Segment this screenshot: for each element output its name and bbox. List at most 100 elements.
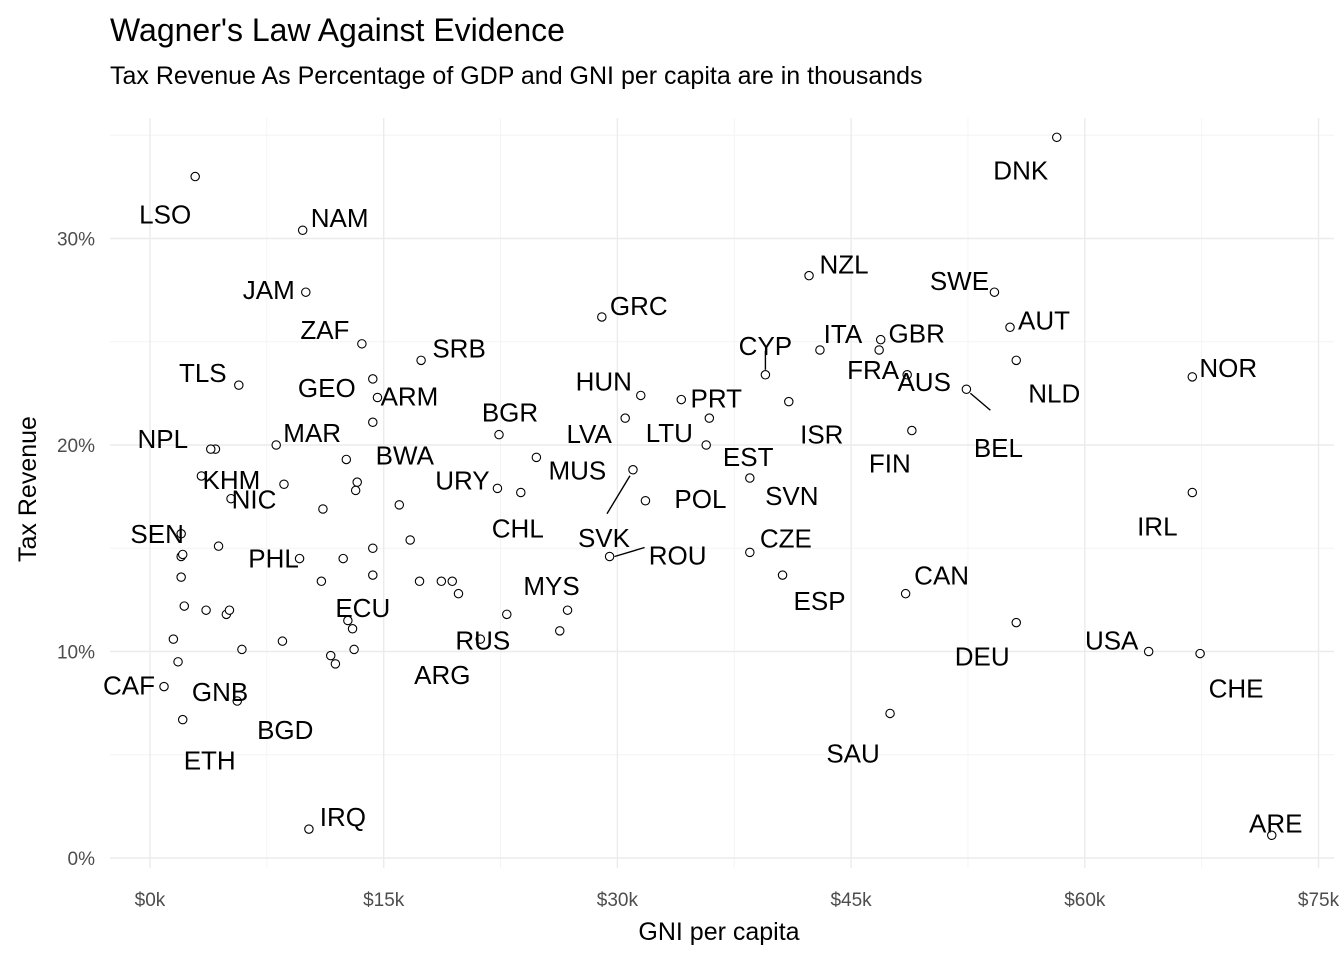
data-point-deu (1011, 617, 1021, 628)
point-label-svn: SVN (765, 481, 818, 511)
data-point (368, 543, 378, 553)
label-leader-lines (606, 350, 991, 558)
data-point (279, 479, 289, 489)
point-label-npl: NPL (137, 424, 188, 454)
point-label-grc: GRC (610, 291, 668, 321)
point-label-geo: GEO (298, 373, 356, 403)
point-label-ury: URY (435, 465, 489, 495)
point-label-swe: SWE (930, 266, 989, 296)
point-label-can: CAN (914, 561, 969, 591)
data-point (555, 626, 565, 636)
data-point-esp (777, 570, 788, 580)
data-point-ury (492, 483, 503, 494)
data-point-irl (1187, 487, 1198, 498)
point-label-nzl: NZL (819, 250, 868, 280)
point-label-sau: SAU (826, 738, 879, 768)
point-label-are: ARE (1249, 808, 1302, 838)
point-label-bel: BEL (974, 433, 1023, 463)
data-point-che (1195, 648, 1205, 659)
data-point-gnb (173, 657, 183, 667)
point-label-prt: PRT (691, 384, 743, 414)
data-point-caf (159, 681, 169, 692)
data-point-pol (640, 496, 651, 506)
point-label-mys: MYS (523, 571, 579, 601)
data-point-aus (902, 370, 912, 380)
data-point-nor (1187, 372, 1198, 382)
point-label-eth: ETH (184, 746, 236, 776)
data-point (414, 576, 425, 587)
data-point (237, 644, 247, 655)
point-label-mus: MUS (548, 455, 606, 485)
point-label-aut: AUT (1018, 305, 1070, 335)
data-point-geo (368, 374, 378, 384)
data-point-ltu (704, 413, 715, 423)
point-label-arg: ARG (414, 660, 470, 690)
point-label-lva: LVA (567, 419, 613, 449)
data-point-nam (297, 225, 308, 235)
data-point (350, 485, 361, 496)
data-point (330, 659, 341, 669)
data-point-sen (176, 529, 186, 539)
data-point (453, 588, 464, 599)
data-point-mus (531, 452, 542, 463)
data-point-svk (628, 465, 638, 475)
point-label-nic: NIC (232, 485, 277, 515)
data-point-cze (745, 547, 755, 558)
point-label-ita: ITA (824, 319, 863, 349)
leader-line-bel (969, 392, 991, 411)
data-point (343, 615, 353, 626)
data-point-irq (304, 824, 314, 834)
point-label-cyp: CYP (739, 331, 792, 361)
data-point-arm (372, 392, 383, 403)
x-axis-title: GNI per capita (638, 918, 799, 946)
point-label-deu: DEU (955, 642, 1010, 672)
data-point-est (701, 440, 711, 450)
point-label-phl: PHL (248, 544, 299, 574)
data-point-ecu (368, 570, 378, 580)
point-label-dnk: DNK (993, 155, 1049, 185)
chart-subtitle: Tax Revenue As Percentage of GDP and GNI… (110, 62, 923, 90)
data-point-khm (196, 471, 207, 481)
data-point (341, 454, 352, 465)
point-label-hun: HUN (576, 366, 632, 396)
data-point (347, 624, 358, 634)
data-point (325, 650, 336, 661)
data-point-tls (234, 380, 244, 390)
data-point-fin (907, 425, 917, 436)
data-point-bel (961, 384, 972, 394)
data-point-rus (502, 609, 512, 620)
x-tick-label: $30k (597, 890, 639, 911)
point-label-irl: IRL (1137, 511, 1177, 541)
data-point-ita (815, 345, 825, 355)
data-point-rou (604, 551, 615, 562)
data-point (213, 541, 224, 551)
data-point (447, 576, 458, 587)
x-tick-label: $0k (135, 890, 166, 911)
data-point-lso (190, 171, 200, 182)
data-point-hun (636, 390, 646, 401)
point-label-tls: TLS (179, 358, 227, 388)
y-tick-label: 10% (57, 643, 95, 664)
point-label-lso: LSO (139, 200, 191, 230)
point-label-nor: NOR (1199, 353, 1257, 383)
data-point-chl (516, 487, 526, 498)
data-point-lva (620, 413, 630, 423)
point-label-srb: SRB (432, 333, 485, 363)
data-point-usa (1143, 646, 1154, 657)
data-point (436, 576, 447, 587)
data-point (224, 605, 235, 615)
data-point-mar (271, 440, 281, 450)
data-point-srb (416, 355, 426, 366)
data-point-mys (562, 605, 573, 615)
data-point-swe (989, 287, 1000, 297)
point-label-zaf: ZAF (300, 315, 349, 345)
point-label-svk: SVK (578, 523, 631, 553)
data-point-npl (206, 444, 216, 454)
data-point-svn (745, 473, 755, 483)
data-point (349, 644, 359, 655)
data-point (352, 477, 362, 487)
data-point-nic (226, 493, 236, 504)
data-point-nzl (804, 270, 814, 281)
data-point (405, 535, 415, 545)
